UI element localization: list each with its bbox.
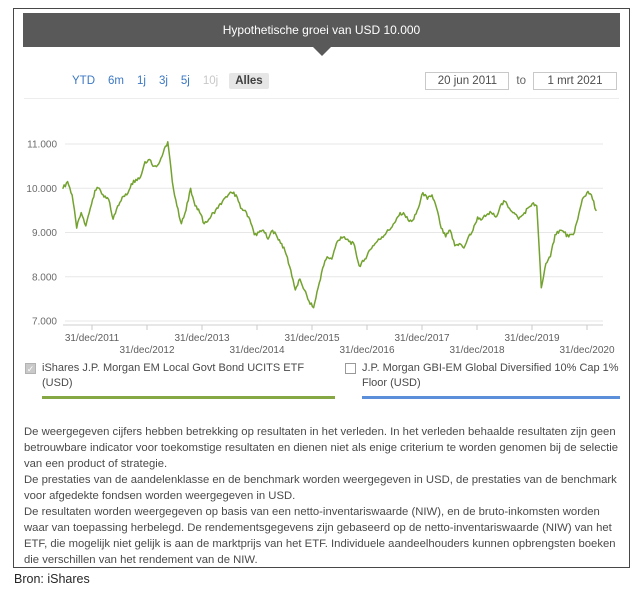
chart-controls-row: YTD 6m 1j 3j 5j 10j Alles 20 jun 2011 to… <box>24 69 619 99</box>
fund-legend-label: iShares J.P. Morgan EM Local Govt Bond U… <box>42 362 305 389</box>
disclaimer-paragraph-2: De prestaties van de aandelenklasse en d… <box>24 474 617 503</box>
disclaimer-paragraph-3: De resultaten worden weergegeven op basi… <box>24 506 616 567</box>
chart-legend: iShares J.P. Morgan EM Local Govt Bond U… <box>25 361 620 400</box>
chart-title: Hypothetische groei van USD 10.000 <box>222 23 421 37</box>
benchmark-legend-label: J.P. Morgan GBI-EM Global Diversified 10… <box>362 362 619 389</box>
hypothetical-growth-card: Hypothetische groei van USD 10.000 YTD 6… <box>13 8 630 568</box>
period-option-10j: 10j <box>202 74 219 87</box>
chart-title-bar: Hypothetische groei van USD 10.000 <box>23 13 620 56</box>
period-option-ytd[interactable]: YTD <box>72 74 95 87</box>
disclaimer-paragraph-1: De weergegeven cijfers hebben betrekking… <box>24 426 619 471</box>
benchmark-legend-color-bar <box>362 396 620 400</box>
period-option-alles[interactable]: Alles <box>229 72 269 89</box>
legend-item-fund: iShares J.P. Morgan EM Local Govt Bond U… <box>25 361 335 400</box>
end-date-input[interactable]: 1 mrt 2021 <box>533 71 617 90</box>
source-attribution: Bron: iShares <box>14 572 90 586</box>
period-option-6m[interactable]: 6m <box>108 74 124 87</box>
date-range-separator: to <box>516 74 526 87</box>
period-option-5j[interactable]: 5j <box>180 74 190 87</box>
period-option-1j[interactable]: 1j <box>136 74 146 87</box>
date-range: 20 jun 2011 to 1 mrt 2021 <box>425 71 617 90</box>
period-selector: YTD 6m 1j 3j 5j 10j Alles <box>70 72 269 89</box>
benchmark-checkbox[interactable] <box>345 363 356 374</box>
performance-disclaimer: De weergegeven cijfers hebben betrekking… <box>24 424 622 568</box>
legend-item-benchmark: J.P. Morgan GBI-EM Global Diversified 10… <box>345 361 620 400</box>
fund-legend-color-bar <box>42 396 335 400</box>
start-date-input[interactable]: 20 jun 2011 <box>425 71 510 90</box>
period-option-3j[interactable]: 3j <box>158 74 168 87</box>
fund-checkbox[interactable] <box>25 363 36 374</box>
